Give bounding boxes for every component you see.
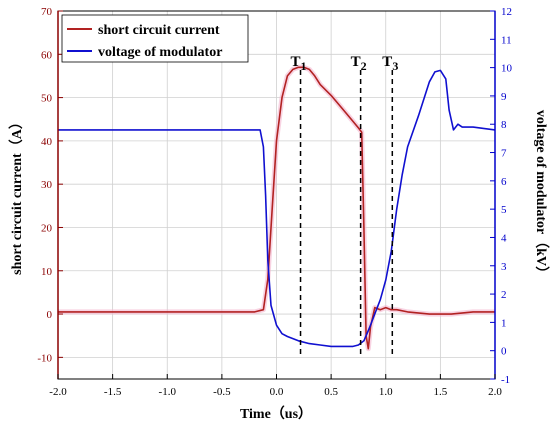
- right-tick-label: 5: [501, 204, 507, 216]
- x-tick-label: 1.0: [379, 386, 393, 398]
- right-tick-label: 9: [501, 91, 507, 103]
- left-tick-label: 0: [47, 309, 53, 321]
- right-tick-label: 12: [501, 6, 512, 18]
- x-axis-label: Time（us）: [240, 406, 312, 422]
- right-axis-label: voltage of modulator（kV）: [533, 110, 549, 280]
- right-tick-label: 0: [501, 346, 507, 358]
- right-tick-label: 4: [501, 232, 507, 244]
- marker-label-t3: T3: [382, 54, 398, 73]
- left-tick-label: 30: [41, 179, 53, 191]
- right-tick-label: 7: [501, 148, 507, 160]
- x-tick-label: 0.0: [270, 386, 284, 398]
- right-tick-label: 3: [501, 261, 507, 273]
- left-tick-label: -10: [37, 352, 52, 364]
- right-tick-label: 1: [501, 317, 507, 329]
- left-tick-label: 70: [41, 6, 53, 18]
- series-line-voltage: [58, 69, 496, 348]
- left-axis-label: short circuit current（A）: [9, 115, 25, 275]
- right-tick-label: 8: [501, 119, 507, 131]
- x-tick-label: 0.5: [324, 386, 338, 398]
- left-tick-label: 50: [41, 93, 53, 105]
- right-tick-label: 10: [501, 63, 513, 75]
- legend-label-voltage: voltage of modulator: [98, 45, 222, 60]
- series-layer: [58, 64, 496, 352]
- right-tick-label: 2: [501, 289, 507, 301]
- x-tick-label: -1.5: [104, 386, 122, 398]
- left-axis-ticks: -10 0 10 20 30 40 50 60 70: [37, 6, 63, 364]
- x-tick-label: 2.0: [488, 386, 502, 398]
- x-tick-label: -1.0: [159, 386, 177, 398]
- marker-label-t1: T1: [291, 54, 307, 73]
- right-tick-label: 6: [501, 176, 507, 188]
- series-line-current: [58, 66, 495, 350]
- legend: short circuit current voltage of modulat…: [61, 14, 249, 63]
- legend-box: [61, 14, 249, 63]
- x-axis-ticks: -2.0 -1.5 -1.0 -0.5 0.0 0.5 1.0 1.5 2.0: [49, 374, 502, 398]
- marker-label-t2: T2: [351, 54, 367, 73]
- x-tick-label: -0.5: [213, 386, 231, 398]
- right-tick-label: 11: [501, 34, 512, 46]
- left-tick-label: 20: [41, 222, 53, 234]
- x-tick-label: -2.0: [49, 386, 67, 398]
- legend-label-current: short circuit current: [98, 23, 220, 38]
- time-markers: T1 T2 T3: [291, 54, 398, 357]
- left-tick-label: 40: [41, 136, 53, 148]
- left-tick-label: 60: [41, 49, 53, 61]
- left-tick-label: 10: [41, 266, 53, 278]
- right-tick-label: -1: [501, 374, 510, 386]
- x-tick-label: 1.5: [434, 386, 448, 398]
